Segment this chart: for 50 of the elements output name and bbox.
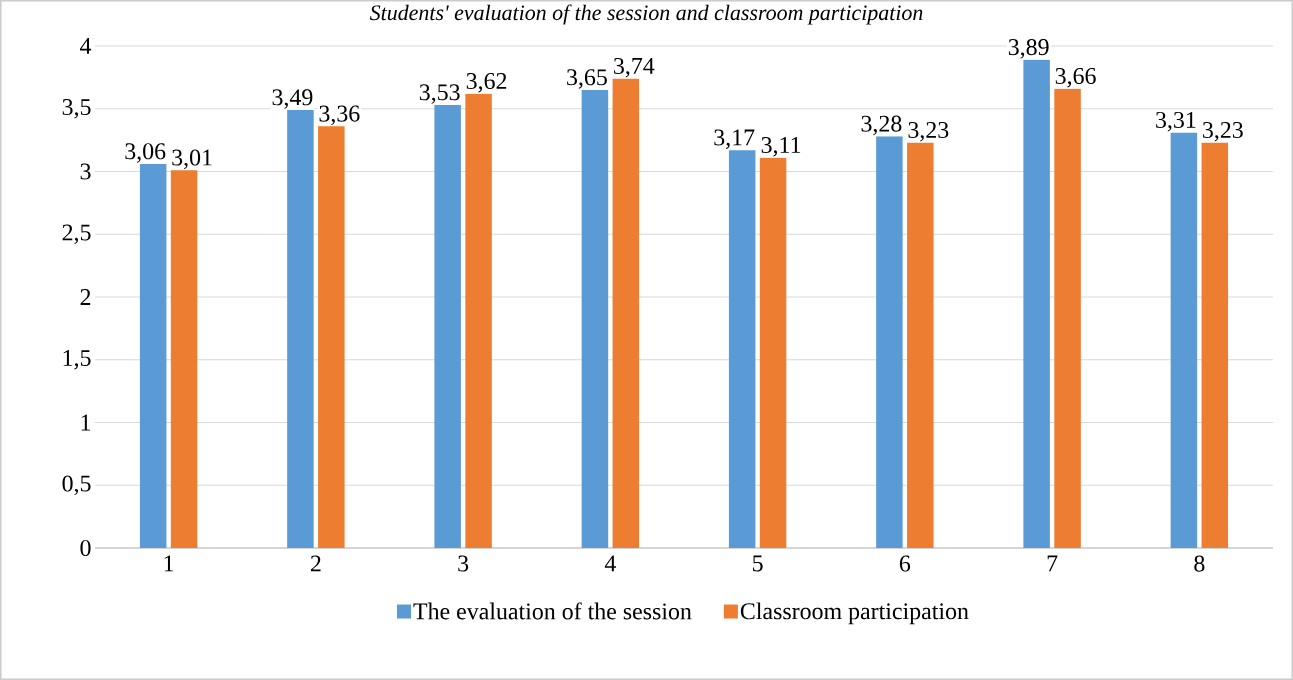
bar: [139, 163, 167, 548]
data-label: 3,17: [714, 129, 755, 149]
data-label: 3,23: [908, 121, 949, 142]
x-tick-label: 8: [1194, 555, 1205, 572]
data-label: 3,01: [172, 149, 212, 170]
y-tick-label: 4: [80, 38, 92, 54]
y-tick-label: 0: [80, 539, 91, 557]
bar: [876, 136, 903, 548]
y-tick-label: 2: [80, 289, 91, 305]
bar: [907, 142, 934, 548]
bar: [465, 93, 492, 548]
bar: [759, 157, 787, 548]
data-label: 3,62: [466, 72, 507, 93]
data-label: 3,06: [125, 143, 166, 163]
y-tick-label: 3,5: [62, 98, 91, 119]
x-tick-label: 1: [164, 555, 174, 572]
legend-label: The evaluation of the session: [413, 602, 692, 620]
legend-label: Classroom participation: [740, 602, 969, 625]
bar: [612, 78, 640, 548]
bar: [1201, 142, 1229, 548]
data-label: 3,74: [614, 57, 655, 78]
x-tick-label: 6: [899, 555, 911, 572]
chart-title: Students' evaluation of the session and classroom participation: [369, 4, 923, 25]
data-label: 3,28: [861, 115, 902, 136]
y-tick-label: 3: [80, 163, 91, 180]
x-tick-label: 5: [753, 555, 763, 572]
bar: [1054, 88, 1081, 548]
data-label: 3,49: [272, 89, 313, 109]
data-label: 3,31: [1156, 111, 1196, 132]
data-label: 3,11: [761, 136, 801, 157]
bar: [728, 150, 756, 548]
bar: [318, 126, 345, 548]
bar: [581, 89, 609, 548]
x-tick-label: 4: [604, 555, 616, 572]
x-tick-label: 3: [458, 555, 469, 572]
x-tick-label: 7: [1047, 555, 1058, 572]
data-label: 3,66: [1055, 67, 1096, 88]
data-label: 3,53: [419, 84, 460, 104]
y-tick-label: 1: [81, 414, 91, 431]
data-label: 3,36: [319, 105, 360, 126]
bar: [434, 104, 461, 548]
y-tick-label: 2,5: [62, 224, 91, 244]
x-tick-label: 2: [310, 555, 321, 572]
data-label: 3,65: [567, 69, 607, 89]
data-label: 3,89: [1008, 39, 1049, 59]
bar: [1170, 132, 1198, 548]
y-tick-label: 0,5: [62, 475, 91, 496]
data-label: 3,23: [1203, 121, 1243, 142]
bar: [170, 170, 198, 548]
y-tick-label: 1,5: [63, 350, 91, 370]
